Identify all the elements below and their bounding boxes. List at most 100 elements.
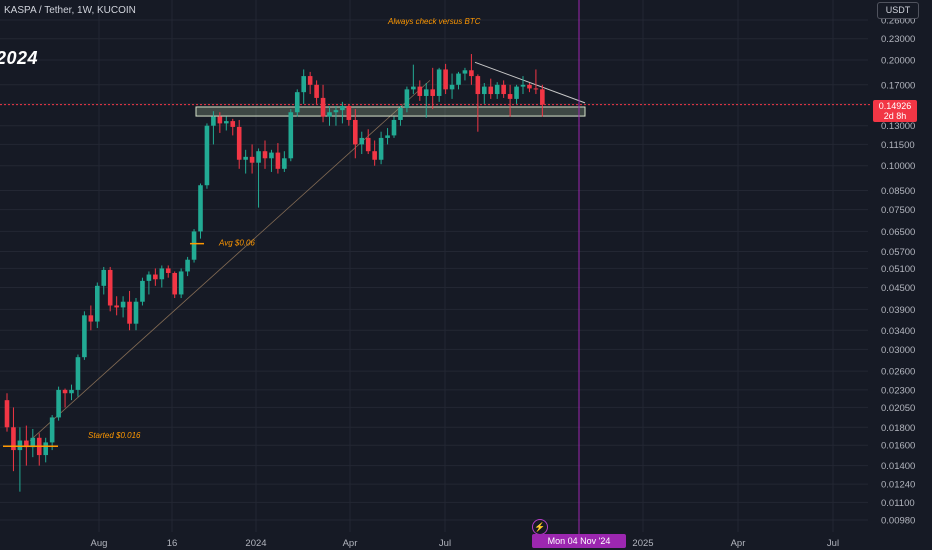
candle-body — [211, 116, 216, 126]
price-tick-label: 0.04500 — [881, 283, 915, 294]
price-tick-label: 0.13000 — [881, 121, 915, 132]
candle-body — [62, 389, 68, 394]
candle-body — [224, 121, 229, 124]
candle-body — [159, 268, 165, 280]
price-tick-label: 0.01400 — [881, 461, 915, 472]
candle-body — [4, 400, 10, 428]
candle-body — [107, 269, 113, 306]
price-tick-label: 0.07500 — [881, 205, 915, 216]
candle-body — [282, 158, 287, 169]
candle-body — [198, 185, 203, 232]
price-tick-label: 0.08500 — [881, 186, 915, 197]
candle-body — [411, 86, 416, 90]
candle-body — [301, 76, 306, 93]
price-tick-label: 0.00980 — [881, 516, 915, 527]
price-tick-label: 0.01240 — [881, 480, 915, 491]
price-tick-label: 0.10000 — [881, 161, 915, 172]
candle-body — [275, 152, 281, 169]
candles — [4, 54, 545, 492]
price-tick-label: 0.06500 — [881, 227, 915, 238]
candle-body — [365, 137, 371, 152]
symbol-title[interactable]: KASPA / Tether, 1W, KUCOIN — [4, 5, 136, 16]
price-tick-label: 0.26000 — [881, 16, 915, 27]
annotation-started: Started $0.016 — [88, 431, 141, 440]
candle-body — [75, 357, 81, 390]
candle-body — [475, 76, 481, 95]
candle-body — [404, 89, 410, 109]
price-tick-label: 0.03000 — [881, 345, 915, 356]
candle-body — [11, 427, 16, 451]
candle-body — [469, 70, 474, 77]
candle-body — [140, 280, 145, 302]
drawings — [0, 0, 870, 534]
candle-body — [314, 84, 319, 98]
price-axis[interactable]: 0.260000.230000.200000.170000.150000.130… — [881, 16, 915, 527]
candle-body — [114, 305, 119, 308]
currency-button[interactable]: USDT — [877, 2, 919, 19]
grid — [0, 0, 868, 532]
annotation-btc-note: Always check versus BTC — [387, 17, 481, 26]
candle-body — [24, 440, 29, 448]
time-tick-label: Aug — [91, 538, 108, 549]
candle-body — [30, 437, 36, 448]
candle-body — [82, 315, 87, 358]
current-price-label: 0.14926 2d 8h — [873, 100, 917, 122]
support-zone — [195, 106, 586, 117]
candle-body — [191, 231, 197, 260]
price-tick-label: 0.02600 — [881, 367, 915, 378]
candle-body — [133, 301, 139, 324]
candle-body — [127, 301, 132, 324]
descending-trendline — [474, 61, 586, 104]
candle-body — [288, 112, 294, 159]
candle-body — [88, 315, 94, 322]
candle-body — [243, 156, 248, 160]
annotations: Always check versus BTC Avg $0.06 Started … — [3, 17, 481, 447]
candle-body — [353, 119, 358, 145]
price-tick-label: 0.03900 — [881, 305, 915, 316]
candle-body — [346, 105, 352, 120]
candle-body — [217, 116, 223, 124]
lightning-icon[interactable]: ⚡ — [532, 519, 548, 535]
candle-body — [178, 271, 184, 295]
candle-body — [456, 73, 461, 85]
price-tick-label: 0.05100 — [881, 264, 915, 275]
candle-body — [488, 86, 494, 95]
bar-countdown: 2d 8h — [883, 111, 907, 121]
price-tick-label: 0.05700 — [881, 247, 915, 258]
time-tick-label: Jul — [827, 538, 839, 549]
candle-body — [391, 119, 397, 136]
time-tick-label: Apr — [343, 538, 358, 549]
time-tick-label: 16 — [167, 538, 178, 549]
candle-body — [165, 268, 171, 273]
candle-body — [49, 417, 55, 443]
candle-body — [501, 84, 506, 95]
current-price-value: 0.14926 — [878, 101, 912, 111]
candle-body — [385, 135, 390, 138]
candle-body — [527, 84, 532, 89]
crosshair-date-label: Mon 04 Nov '24 — [532, 534, 626, 548]
annotation-avg: Avg $0.06 — [218, 239, 255, 248]
candle-body — [269, 152, 274, 159]
time-tick-label: Jul — [439, 538, 451, 549]
candle-body — [56, 389, 61, 418]
candle-body — [236, 126, 242, 160]
candle-body — [462, 70, 468, 74]
time-tick-label: Apr — [731, 538, 746, 549]
candle-body — [436, 69, 442, 96]
candle-body — [514, 86, 519, 99]
candle-body — [533, 88, 539, 90]
candle-body — [333, 110, 339, 113]
candle-body — [43, 442, 48, 456]
candle-body — [17, 440, 23, 451]
candle-body — [307, 76, 313, 85]
price-tick-label: 0.01600 — [881, 441, 915, 452]
candle-body — [482, 86, 487, 95]
candle-body — [146, 274, 152, 281]
candle-body — [294, 92, 300, 113]
candle-body — [417, 86, 423, 96]
time-axis[interactable]: Aug 16 2024 Apr Jul 2025 Apr Jul — [91, 538, 840, 549]
candle-body — [120, 301, 126, 308]
candle-body — [359, 137, 365, 145]
candle-body — [249, 156, 255, 163]
